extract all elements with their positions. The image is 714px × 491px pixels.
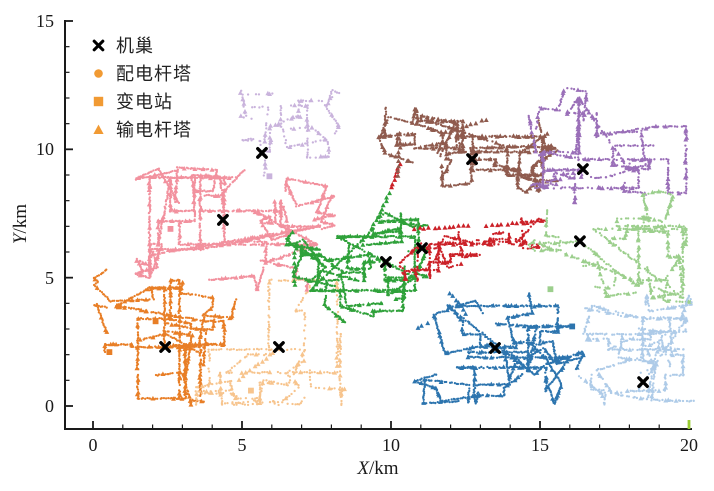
y-axis-label: Y/km (10, 204, 32, 244)
legend-label-nest: 机巢 (116, 36, 154, 56)
y-tick-label: 5 (45, 267, 54, 288)
legend: 机巢 配电杆塔 变电站 输电杆塔 (90, 31, 192, 143)
y-axis-variable: Y (10, 233, 31, 245)
x-axis-label: X/km (357, 458, 398, 480)
y-tick-label: 0 (45, 396, 54, 416)
x-tick-label: 10 (382, 435, 400, 455)
x-tick-label: 5 (237, 435, 247, 455)
y-axis-unit: /km (10, 203, 31, 234)
nest-cross-icon (90, 37, 106, 53)
legend-item-nest: 机巢 (90, 31, 192, 59)
legend-item-transmission-tower: 输电杆塔 (90, 115, 192, 143)
legend-label-substation: 变电站 (116, 92, 173, 112)
distribution-pole-circle-icon (90, 65, 106, 81)
y-tick-label: 10 (36, 139, 54, 160)
substation-square-icon (90, 93, 106, 109)
x-tick-label: 15 (531, 435, 549, 455)
legend-label-transmission-tower: 输电杆塔 (116, 120, 192, 140)
legend-label-distribution-pole: 配电杆塔 (116, 64, 192, 84)
x-axis-variable: X (357, 458, 370, 479)
y-tick-label: 15 (36, 10, 54, 31)
x-tick-label: 0 (88, 435, 98, 455)
transmission-tower-triangle-icon (90, 121, 106, 137)
x-axis-unit: /km (369, 458, 399, 479)
legend-item-distribution-pole: 配电杆塔 (90, 59, 192, 87)
x-tick-label: 20 (680, 435, 698, 455)
legend-item-substation: 变电站 (90, 87, 192, 115)
